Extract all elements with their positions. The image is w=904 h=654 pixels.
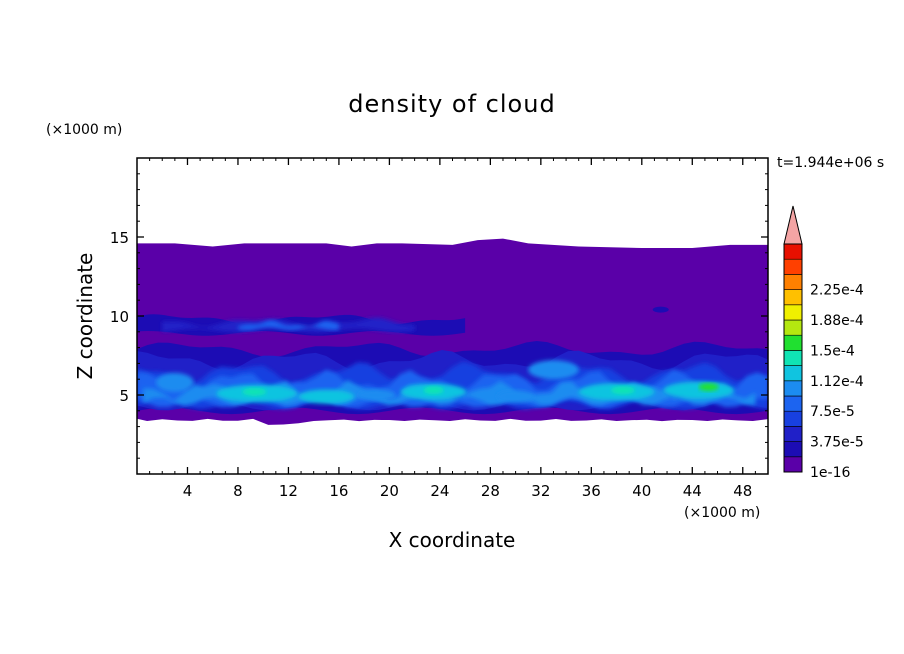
small-cloud-patch [652,306,669,313]
x-tick-label: 8 [233,482,243,500]
x-tick-label: 20 [380,482,399,500]
cloud-core [496,390,535,403]
colorbar-swatch [783,380,803,397]
colorbar-label: 1.88e-4 [810,313,864,329]
x-tick-label: 32 [531,482,550,500]
x-tick-label: 24 [430,482,449,500]
y-tick-label: 15 [110,229,129,247]
colorbar-frame [783,243,803,473]
chart-title: density of cloud [348,90,555,118]
colorbar-swatch [783,441,803,458]
colorbar-swatch [783,426,803,442]
colorbar-swatch [783,350,803,366]
y-tick-label: 5 [119,387,129,405]
colorbar-label: 2.25e-4 [810,283,864,299]
colorbar-label: 1.12e-4 [810,374,864,390]
colorbar-swatch [783,304,803,321]
colorbar-swatch [783,456,803,473]
colorbar-swatch [783,258,803,275]
y-axis: 5 10 15 [110,173,768,459]
colorbar-label: 1e-16 [810,465,850,481]
x-tick-label: 40 [632,482,651,500]
x-tick-label: 36 [582,482,601,500]
colorbar-swatch [783,289,803,306]
cloud-core-peak [698,383,719,392]
time-stamp: t=1.944e+06 s [777,155,884,171]
colorbar-label: 3.75e-5 [810,435,864,451]
colorbar-swatch [783,334,803,351]
cloud-core [663,381,734,399]
colorbar-swatch [783,319,803,336]
x-axis-title: X coordinate [389,528,516,552]
y-tick-label: 10 [110,308,129,326]
colorbar-swatch [783,365,803,382]
colorbar-extend-arrow [783,205,803,245]
upper-layer-core [237,320,339,331]
cloud-core-bright [610,386,635,395]
colorbar-swatch [783,243,803,260]
cloud-core [298,389,355,404]
x-axis: 4 8 12 16 20 24 28 32 36 40 44 48 [149,158,756,500]
colorbar-swatch [783,395,803,412]
x-tick-label: 4 [183,482,193,500]
x-unit-label: (×1000 m) [684,505,760,521]
y-unit-label: (×1000 m) [46,122,122,138]
cloud-core [528,360,579,380]
x-tick-label: 48 [733,482,752,500]
cloud-core [155,372,194,392]
colorbar-swatch [783,410,803,427]
cloud-core-bright [242,387,267,396]
x-tick-label: 12 [279,482,298,500]
colorbar-swatch [783,274,803,290]
contour-field [137,238,768,425]
x-tick-label: 16 [329,482,348,500]
x-tick-label: 44 [683,482,702,500]
x-tick-label: 28 [481,482,500,500]
cloud-core [357,389,396,401]
upper-layer-inner [162,317,415,333]
colorbar-label: 1.5e-4 [810,343,855,359]
colorbar-label: 7.5e-5 [810,404,855,420]
y-axis-title: Z coordinate [73,253,97,380]
colorbar: 1e-16 3.75e-5 7.5e-5 1.12e-4 1.5e-4 1.88e-4 2.… [783,205,864,481]
cloud-core-bright [423,386,444,395]
